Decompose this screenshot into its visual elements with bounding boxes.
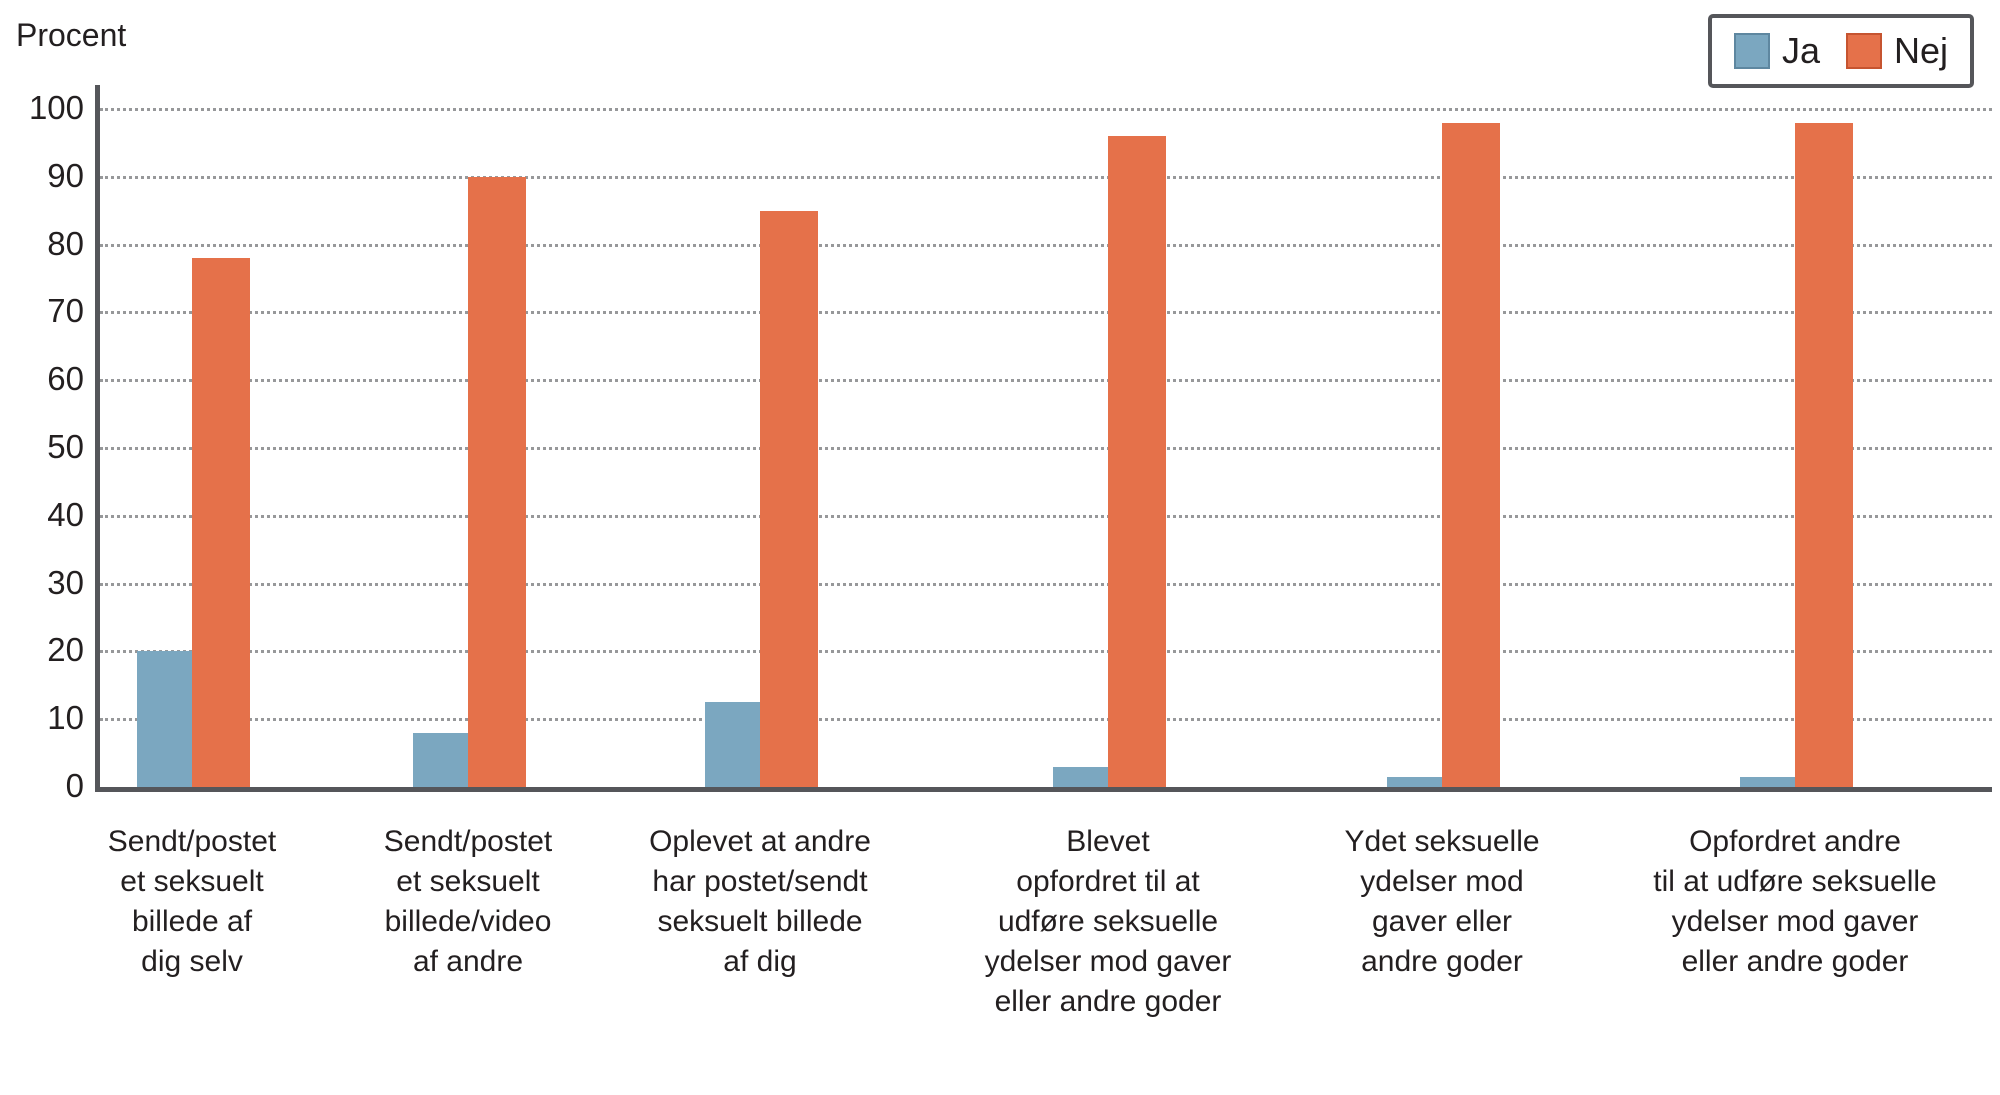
bar-nej-category-3 bbox=[760, 210, 818, 787]
bar-nej-category-4 bbox=[1108, 136, 1166, 787]
bar-nej-category-6 bbox=[1795, 122, 1853, 787]
y-tick-label-100: 100 bbox=[28, 89, 84, 126]
y-axis-line bbox=[95, 85, 100, 791]
gridline-50 bbox=[100, 447, 1992, 450]
legend: Ja Nej bbox=[1707, 14, 1974, 88]
y-tick-label-40: 40 bbox=[47, 495, 84, 533]
bar-ja-category-2 bbox=[413, 732, 468, 787]
bar-ja-category-1 bbox=[137, 651, 192, 787]
y-tick-label-90: 90 bbox=[47, 156, 84, 194]
y-tick-label-10: 10 bbox=[47, 699, 84, 737]
gridline-70 bbox=[100, 311, 1992, 315]
x-category-label-5: Ydet seksuelle ydelser mod gaver eller a… bbox=[1344, 825, 1540, 978]
x-category-label-3: Oplevet at andre har postet/sendt seksue… bbox=[649, 825, 871, 978]
gridline-60 bbox=[100, 379, 1992, 383]
y-tick-label-60: 60 bbox=[47, 360, 84, 398]
legend-label-ja: Ja bbox=[1781, 30, 1820, 71]
gridline-10 bbox=[100, 718, 1992, 722]
gridline-40 bbox=[100, 514, 1992, 518]
x-category-label-6: Opfordret andre til at udføre seksuelle … bbox=[1653, 825, 1937, 978]
x-category-label-2: Sendt/postet et seksuelt billede/video a… bbox=[383, 825, 553, 978]
y-tick-label-80: 80 bbox=[47, 224, 84, 262]
bar-ja-category-5 bbox=[1387, 776, 1442, 787]
x-category-label-1: Sendt/postet et seksuelt billede af dig … bbox=[107, 825, 277, 978]
bar-ja-category-6 bbox=[1740, 776, 1795, 787]
bar-ja-category-4 bbox=[1053, 766, 1108, 787]
gridline-100 bbox=[100, 108, 1992, 111]
legend-label-nej: Nej bbox=[1893, 30, 1948, 71]
legend-entry-ja: Ja bbox=[1733, 30, 1820, 71]
bar-ja-category-3 bbox=[705, 702, 760, 787]
bar-nej-category-5 bbox=[1442, 122, 1500, 787]
x-category-label-4: Blevet opfordret til at udføre seksuelle… bbox=[984, 825, 1232, 1018]
gridline-20 bbox=[100, 650, 1992, 654]
y-tick-label-70: 70 bbox=[47, 292, 84, 330]
legend-swatch-ja bbox=[1733, 33, 1770, 69]
y-tick-label-30: 30 bbox=[47, 563, 84, 601]
y-tick-label-20: 20 bbox=[47, 631, 84, 669]
y-tick-label-50: 50 bbox=[47, 428, 84, 465]
gridline-90 bbox=[100, 175, 1992, 179]
gridline-30 bbox=[100, 582, 1992, 586]
bar-nej-category-1 bbox=[192, 258, 250, 787]
y-tick-label-0: 0 bbox=[65, 767, 84, 804]
legend-entry-nej: Nej bbox=[1845, 30, 1948, 71]
bar-nej-category-2 bbox=[468, 176, 526, 787]
legend-swatch-nej bbox=[1845, 33, 1882, 69]
gridline-80 bbox=[100, 243, 1992, 247]
x-axis-line bbox=[95, 787, 1992, 792]
y-axis-title: Procent bbox=[16, 17, 127, 53]
